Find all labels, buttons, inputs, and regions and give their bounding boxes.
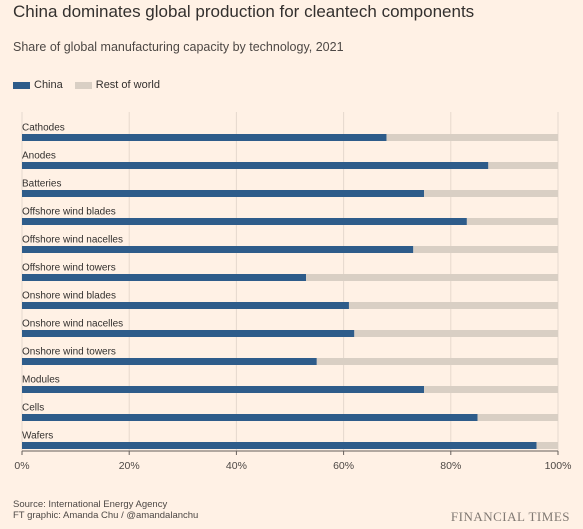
category-label: Onshore wind nacelles	[22, 319, 123, 330]
bar-rest-of-world	[348, 302, 558, 309]
legend-swatch-rest-of-world	[74, 81, 92, 89]
legend-item-rest-of-world: Rest of world	[74, 79, 160, 91]
x-tick-label: 0%	[14, 460, 29, 472]
x-tick-label: 80%	[440, 460, 461, 472]
category-label: Offshore wind towers	[22, 263, 116, 274]
category-label: Onshore wind blades	[22, 291, 116, 302]
category-label: Modules	[22, 375, 60, 386]
category-label: Onshore wind towers	[22, 347, 116, 358]
bar-rest-of-world	[477, 414, 558, 421]
credit-line: FT graphic: Amanda Chu / @amandalanchu	[13, 510, 199, 521]
bar-china	[22, 302, 349, 309]
x-tick-label: 60%	[333, 460, 354, 472]
bar-china	[22, 442, 537, 449]
chart-subtitle: Share of global manufacturing capacity b…	[13, 40, 344, 54]
bar-rest-of-world	[316, 358, 558, 365]
source-line: Source: International Energy Agency	[13, 499, 168, 510]
legend-label-rest-of-world: Rest of world	[95, 79, 160, 91]
source-note: Source: International Energy Agency FT g…	[13, 499, 198, 521]
bar-china	[22, 190, 424, 197]
bar-china	[22, 330, 355, 337]
bar-china	[22, 414, 478, 421]
bar-rest-of-world	[413, 246, 558, 253]
bar-china	[22, 246, 414, 253]
legend-item-china: China	[13, 79, 63, 91]
x-tick-label: 100%	[545, 460, 572, 472]
category-label: Offshore wind nacelles	[22, 235, 123, 246]
bar-rest-of-world	[424, 386, 558, 393]
bar-china	[22, 162, 489, 169]
legend-label-china: China	[34, 79, 63, 91]
bar-china	[22, 274, 307, 281]
brand-logo: FINANCIAL TIMES	[450, 509, 570, 524]
chart-title: China dominates global production for cl…	[13, 2, 475, 21]
category-label: Cells	[22, 403, 44, 414]
bar-rest-of-world	[354, 330, 558, 337]
bar-rest-of-world	[488, 162, 558, 169]
category-label: Cathodes	[22, 123, 65, 134]
x-tick-label: 40%	[226, 460, 247, 472]
bar-china	[22, 134, 387, 141]
category-label: Batteries	[22, 179, 61, 190]
category-label: Wafers	[22, 431, 53, 442]
legend-swatch-china	[13, 81, 30, 89]
category-label: Anodes	[22, 151, 56, 162]
bar-rest-of-world	[306, 274, 558, 281]
bar-rest-of-world	[466, 218, 558, 225]
bar-rest-of-world	[424, 190, 558, 197]
bar-china	[22, 218, 467, 225]
legend: China Rest of world	[13, 79, 172, 91]
category-label: Offshore wind blades	[22, 207, 116, 218]
bar-china	[22, 358, 317, 365]
x-tick-label: 20%	[119, 460, 140, 472]
bar-rest-of-world	[536, 442, 558, 449]
bar-rest-of-world	[386, 134, 558, 141]
bar-china	[22, 386, 424, 393]
